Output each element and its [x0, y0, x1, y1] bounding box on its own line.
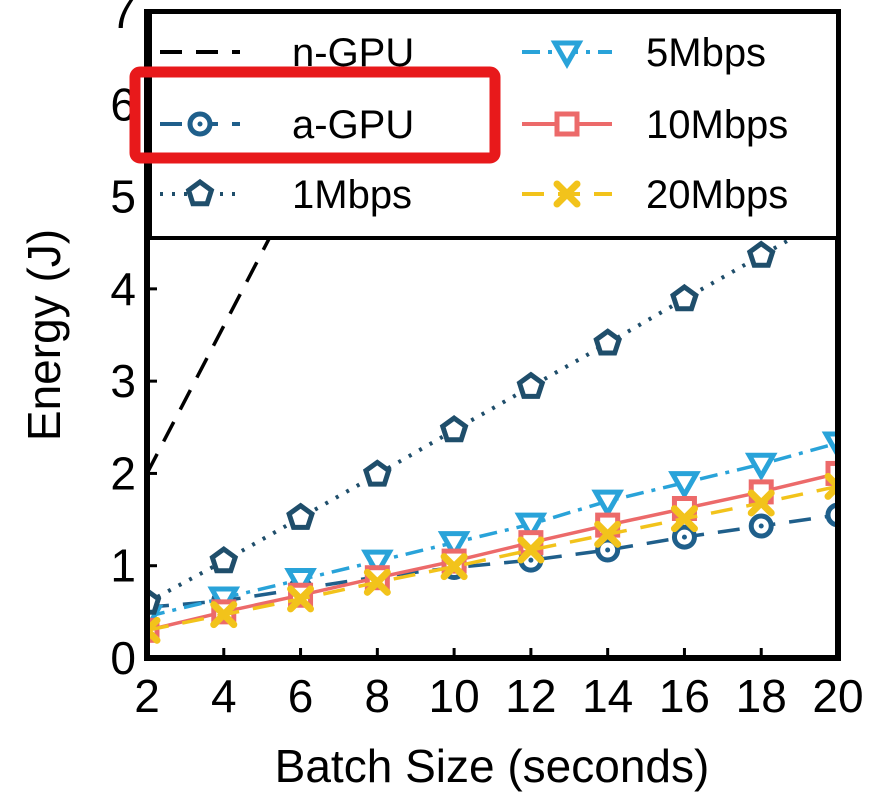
data-point-20mbps: [594, 520, 622, 548]
legend-marker-a-gpu-dot: [197, 121, 203, 127]
series-5mbps: [147, 431, 838, 634]
series-line-a-gpu: [147, 513, 838, 609]
legend-marker-20mbps: [553, 180, 581, 208]
y-tick-label: 1: [110, 540, 136, 592]
x-tick-label: 4: [211, 670, 237, 722]
x-tick-label: 8: [365, 670, 391, 722]
y-tick-label: 0: [110, 632, 136, 684]
data-point-a-gpu-dot: [528, 557, 534, 563]
legend-label-1mbps: 1Mbps: [292, 173, 412, 217]
data-point-20mbps: [824, 472, 838, 500]
data-point-1mbps: [362, 459, 392, 487]
legend-item-a-gpu: a-GPU: [160, 103, 414, 147]
y-tick-label: 3: [110, 355, 136, 407]
legend-label-10mbps: 10Mbps: [646, 103, 788, 147]
series-line-5mbps: [147, 441, 838, 619]
series-line-1mbps: [147, 210, 838, 605]
y-tick-label: 4: [110, 263, 136, 315]
legend-label-5mbps: 5Mbps: [646, 31, 766, 75]
data-point-1mbps: [516, 371, 546, 399]
x-tick-label: 12: [505, 670, 556, 722]
legend-marker-5mbps: [550, 40, 584, 70]
x-tick-label: 10: [429, 670, 480, 722]
series-layer: [147, 12, 838, 644]
data-point-1mbps: [286, 502, 315, 530]
x-tick-label: 18: [736, 670, 787, 722]
data-point-a-gpu-dot: [681, 534, 687, 540]
highlight-box: [129, 66, 501, 164]
x-tick-label: 6: [288, 670, 314, 722]
x-tick-label: 14: [582, 670, 633, 722]
data-point-5mbps: [361, 549, 394, 579]
data-point-20mbps: [747, 489, 775, 517]
data-point-1mbps: [670, 283, 699, 312]
data-point-a-gpu: [748, 513, 774, 539]
data-point-1mbps: [746, 240, 776, 268]
legend-item-10mbps: 10Mbps: [522, 103, 788, 147]
x-tick-label: 20: [812, 670, 863, 722]
data-point-1mbps: [593, 328, 623, 356]
data-point-5mbps: [591, 489, 624, 519]
legend-label-a-gpu: a-GPU: [292, 103, 414, 147]
x-tick-label: 2: [134, 670, 160, 722]
legend-marker-a-gpu: [187, 111, 213, 137]
data-point-20mbps: [210, 601, 238, 629]
legend-marker-1mbps: [185, 178, 215, 207]
data-point-20mbps: [363, 568, 391, 596]
data-point-20mbps: [517, 536, 545, 564]
legend-label-20mbps: 20Mbps: [646, 173, 788, 217]
data-point-a-gpu-dot: [605, 547, 611, 553]
y-tick-label: 2: [110, 447, 136, 499]
data-point-a-gpu: [595, 537, 621, 563]
data-point-5mbps: [284, 568, 317, 597]
data-point-1mbps: [209, 546, 239, 574]
data-point-a-gpu-dot: [758, 523, 764, 529]
y-axis-title: Energy (J): [18, 229, 70, 441]
data-point-5mbps: [437, 531, 471, 560]
data-point-5mbps: [668, 471, 701, 500]
legend-marker-10mbps: [554, 111, 580, 137]
data-point-1mbps: [439, 415, 469, 443]
legend-item-5mbps: 5Mbps: [522, 31, 766, 75]
series-line-10mbps: [147, 471, 838, 633]
y-tick-label: 7: [110, 0, 136, 38]
data-point-20mbps: [147, 616, 161, 644]
data-point-20mbps: [670, 505, 698, 533]
series-1mbps: [147, 197, 838, 615]
legend-item-20mbps: 20Mbps: [522, 173, 788, 217]
data-point-20mbps: [287, 585, 315, 613]
data-point-5mbps: [514, 512, 548, 542]
data-point-5mbps: [744, 452, 778, 482]
series-20mbps: [147, 472, 838, 644]
legend-item-1mbps: 1Mbps: [160, 173, 412, 217]
x-axis-title: Batch Size (seconds): [275, 740, 710, 792]
data-point-a-gpu: [671, 524, 697, 550]
x-tick-label: 16: [659, 670, 710, 722]
y-tick-label: 5: [110, 171, 136, 223]
data-point-20mbps: [440, 553, 468, 581]
series-line-20mbps: [147, 484, 838, 633]
series-a-gpu: [147, 502, 838, 620]
